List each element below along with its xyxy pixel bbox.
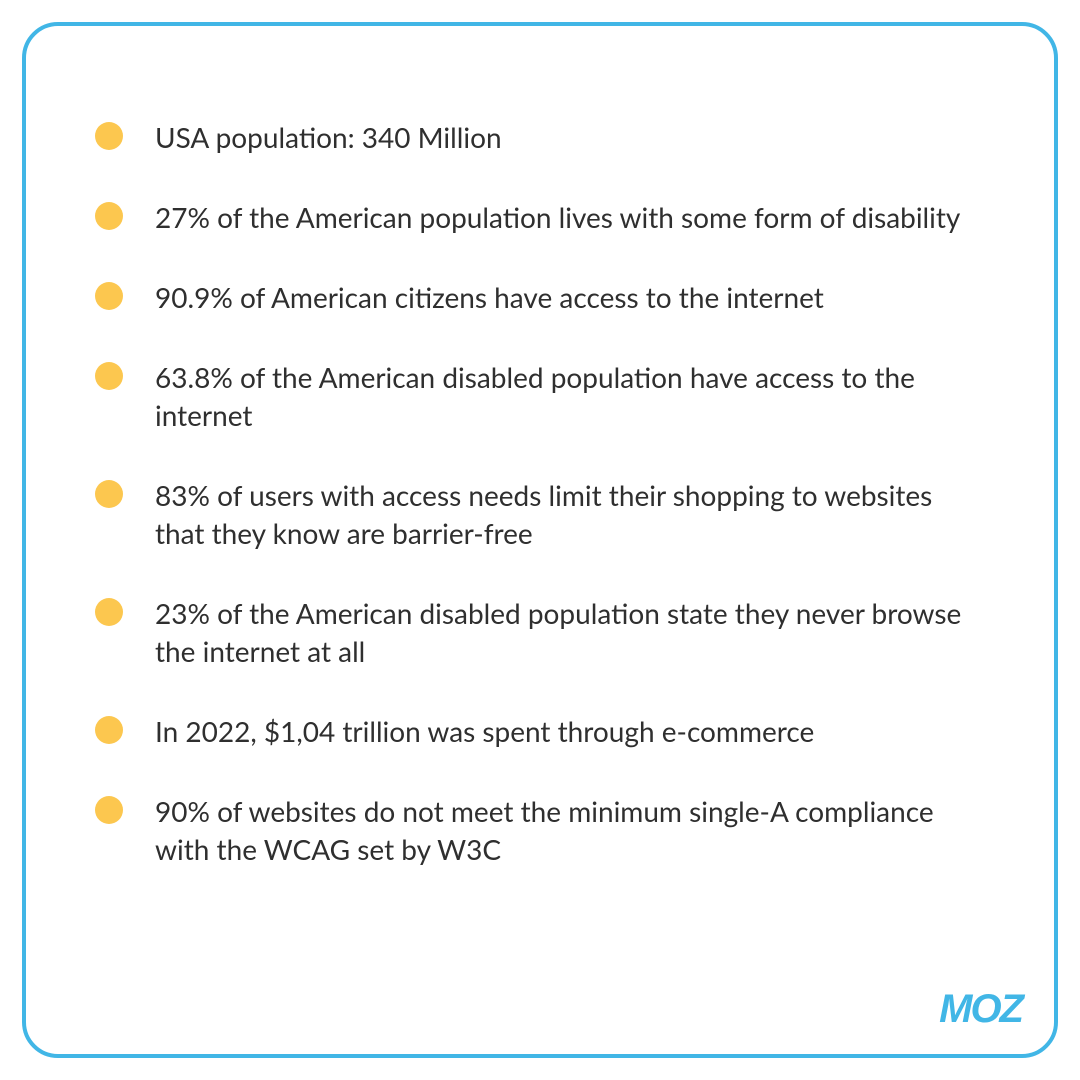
- list-item-text: In 2022, $1,04 trillion was spent throug…: [155, 712, 965, 750]
- list-item: 90.9% of American citizens have access t…: [95, 278, 965, 316]
- list-item-text: 83% of users with access needs limit the…: [155, 476, 965, 552]
- list-item: In 2022, $1,04 trillion was spent throug…: [95, 712, 965, 750]
- bullet-icon: [95, 122, 123, 150]
- bullet-icon: [95, 716, 123, 744]
- bullet-icon: [95, 202, 123, 230]
- stats-list: USA population: 340 Million 27% of the Am…: [95, 118, 965, 868]
- bullet-icon: [95, 282, 123, 310]
- bullet-icon: [95, 796, 123, 824]
- list-item-text: 23% of the American disabled population …: [155, 594, 965, 670]
- moz-logo: MOZ: [939, 987, 1022, 1032]
- list-item-text: 27% of the American population lives wit…: [155, 198, 965, 236]
- bullet-icon: [95, 598, 123, 626]
- list-item-text: 90.9% of American citizens have access t…: [155, 278, 965, 316]
- list-item-text: USA population: 340 Million: [155, 118, 965, 156]
- list-item: 83% of users with access needs limit the…: [95, 476, 965, 552]
- list-item-text: 90% of websites do not meet the minimum …: [155, 792, 965, 868]
- list-item: USA population: 340 Million: [95, 118, 965, 156]
- list-item: 27% of the American population lives wit…: [95, 198, 965, 236]
- list-item: 90% of websites do not meet the minimum …: [95, 792, 965, 868]
- bullet-icon: [95, 480, 123, 508]
- list-item-text: 63.8% of the American disabled populatio…: [155, 358, 965, 434]
- list-item: 63.8% of the American disabled populatio…: [95, 358, 965, 434]
- list-item: 23% of the American disabled population …: [95, 594, 965, 670]
- bullet-icon: [95, 362, 123, 390]
